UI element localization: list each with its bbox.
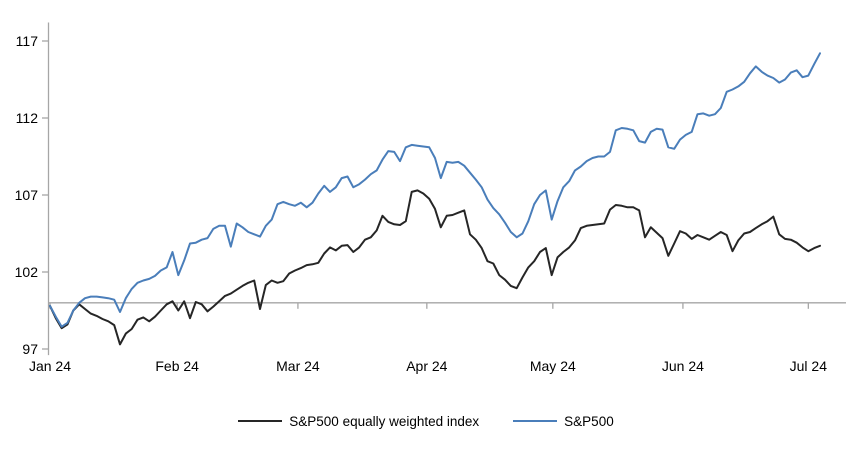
legend-item-sp500-equal-weight: S&P500 equally weighted index <box>238 414 479 429</box>
x-tick-label: Jun 24 <box>662 358 704 374</box>
x-tick-label: Apr 24 <box>406 358 447 374</box>
chart-canvas: 97 102 107 112 117 Jan 24 Feb 24 Mar 24 Apr 24 Ma… <box>15 22 846 374</box>
series-line-sp500-equal-weight <box>49 189 821 346</box>
legend-label-sp500: S&P500 <box>564 413 614 429</box>
x-tick-label: Feb 24 <box>155 358 199 374</box>
x-tick-label: May 24 <box>530 358 576 374</box>
legend: S&P500 equally weighted index S&P500 <box>0 411 852 431</box>
x-tick-label: Jan 24 <box>29 358 71 374</box>
y-tick-label: 112 <box>16 110 39 126</box>
y-tick-label: 97 <box>22 341 38 357</box>
y-tick-label: 102 <box>15 264 39 280</box>
y-tick-label: 107 <box>15 187 39 203</box>
x-tick-label: Mar 24 <box>276 358 320 374</box>
legend-line-sample-sp500-equal-weight <box>238 420 283 422</box>
legend-item-sp500: S&P500 <box>513 414 614 429</box>
legend-line-sample-sp500 <box>513 420 558 422</box>
legend-label-sp500-equal-weight: S&P500 equally weighted index <box>289 413 480 429</box>
x-tick-label: Jul 24 <box>790 358 828 374</box>
y-tick-label: 117 <box>16 33 39 49</box>
series-line-sp500 <box>49 52 821 328</box>
